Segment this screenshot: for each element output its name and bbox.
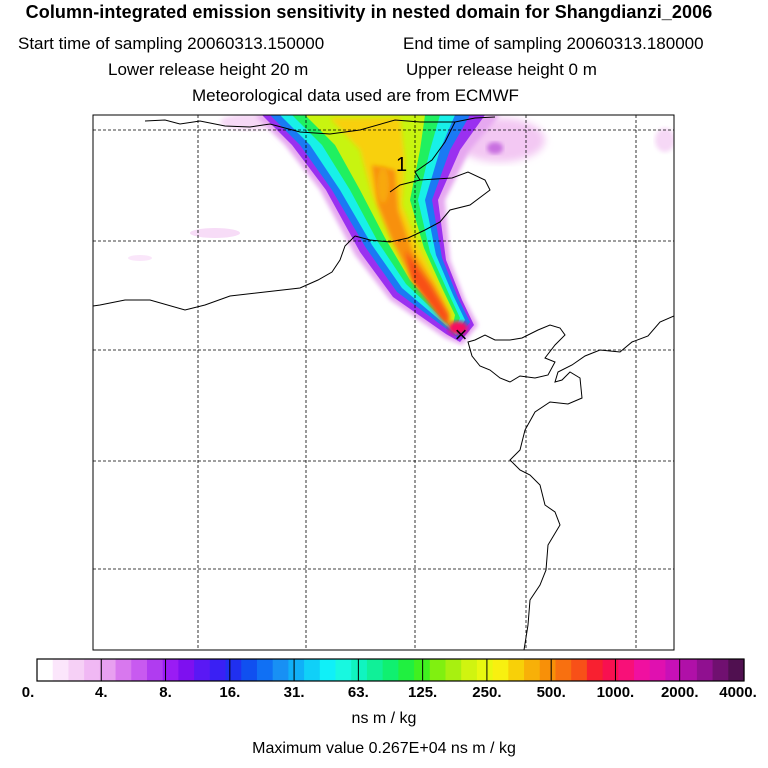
colorbar-swatch (508, 659, 525, 681)
coast-west (93, 235, 356, 311)
faint-patch (128, 255, 152, 261)
colorbar-swatch (241, 659, 258, 681)
plume-core-orange (377, 167, 389, 203)
colorbar-swatch (618, 659, 635, 681)
colorbar-swatch (99, 659, 117, 681)
colorbar-swatch (586, 659, 604, 681)
magenta-patch (487, 142, 503, 154)
colorbar-tick-label: 125. (408, 684, 438, 701)
plume-contour-label: 1 (396, 154, 407, 176)
colorbar-swatch (398, 659, 415, 681)
colorbar-swatch (131, 659, 148, 681)
colorbar-swatch (696, 659, 714, 681)
map-frame (92, 114, 675, 651)
lower-release-label: Lower release height 20 m (108, 60, 309, 79)
colorbar-swatch (178, 659, 195, 681)
colorbar-swatch (272, 659, 289, 681)
colorbar-swatch (445, 659, 462, 681)
eastern-landmass (467, 324, 566, 383)
colorbar-swatch (366, 659, 384, 681)
max-value-label: Maximum value 0.267E+04 ns m / kg (252, 740, 516, 757)
colorbar-swatch (476, 659, 494, 681)
colorbar-tick-label: 8. (159, 684, 172, 701)
colorbar-swatch (146, 659, 164, 681)
colorbar-frame (36, 658, 745, 682)
colorbar-swatch (571, 659, 588, 681)
colorbar-swatch (351, 659, 368, 681)
peninsula-coast (509, 315, 674, 650)
colorbar-tick-label: 0. (21, 684, 35, 701)
colorbar-swatch (539, 659, 557, 681)
colorbar-swatch (634, 659, 651, 681)
plume-layer-red (405, 250, 448, 326)
upper-release-label: Upper release height 0 m (406, 60, 597, 79)
colorbar-swatch (681, 659, 698, 681)
colorbar-swatch (649, 659, 667, 681)
plume-field (128, 115, 674, 345)
colorbar-swatch (555, 659, 572, 681)
release-site-marker: × (455, 322, 468, 347)
colorbar-swatch (665, 659, 682, 681)
colorbar-swatch (602, 659, 619, 681)
colorbar-swatch (256, 659, 274, 681)
colorbar-swatch (319, 659, 337, 681)
colorbar-tick-label: 2000. (660, 684, 699, 701)
colorbar-tick-label: 31. (283, 684, 305, 701)
colorbar-swatch (429, 659, 447, 681)
gridlines (93, 115, 674, 650)
coast-inlet (389, 179, 421, 193)
colorbar-swatch (461, 659, 478, 681)
colorbar-tick-label: 63. (347, 684, 369, 701)
colorbar-tick-label: 16. (219, 684, 241, 701)
met-data-label: Meteorological data used are from ECMWF (192, 86, 519, 105)
colorbar-swatch (382, 659, 399, 681)
colorbar-dividers (100, 659, 681, 681)
colorbar-swatch (335, 659, 352, 681)
colorbar-swatch (37, 659, 54, 681)
faint-patch (655, 128, 674, 152)
colorbar-swatch (304, 659, 321, 681)
gulf-coast (354, 121, 491, 243)
colorbar-swatch (492, 659, 509, 681)
northern-border (144, 116, 496, 135)
colorbar-swatch (712, 659, 729, 681)
colorbar-swatch (288, 659, 305, 681)
plume-max-core (448, 321, 468, 335)
colorbar-swatch (162, 659, 179, 681)
colorbar-swatch (52, 659, 70, 681)
colorbar-tick-label: 4000. (719, 684, 757, 701)
colorbar-tick-label: 250. (472, 684, 502, 701)
colorbar-swatch (728, 659, 745, 681)
colorbar-swatch (194, 659, 211, 681)
colorbar-swatch (68, 659, 85, 681)
units-label: ns m / kg (351, 710, 417, 727)
plot-title: Column-integrated emission sensitivity i… (25, 2, 713, 22)
colorbar-swatch (209, 659, 227, 681)
colorbar-tick-label: 4. (95, 684, 108, 701)
coastlines (93, 116, 674, 650)
end-time-label: End time of sampling 20060313.180000 (403, 34, 704, 53)
colorbar (37, 659, 745, 681)
colorbar-swatch (225, 659, 242, 681)
start-time-label: Start time of sampling 20060313.150000 (18, 34, 325, 53)
colorbar-swatch (115, 659, 132, 681)
colorbar-tick-label: 500. (536, 684, 566, 701)
faint-patch (190, 228, 240, 238)
colorbar-swatch (84, 659, 101, 681)
colorbar-swatch (524, 659, 541, 681)
colorbar-tick-label: 1000. (596, 684, 635, 701)
